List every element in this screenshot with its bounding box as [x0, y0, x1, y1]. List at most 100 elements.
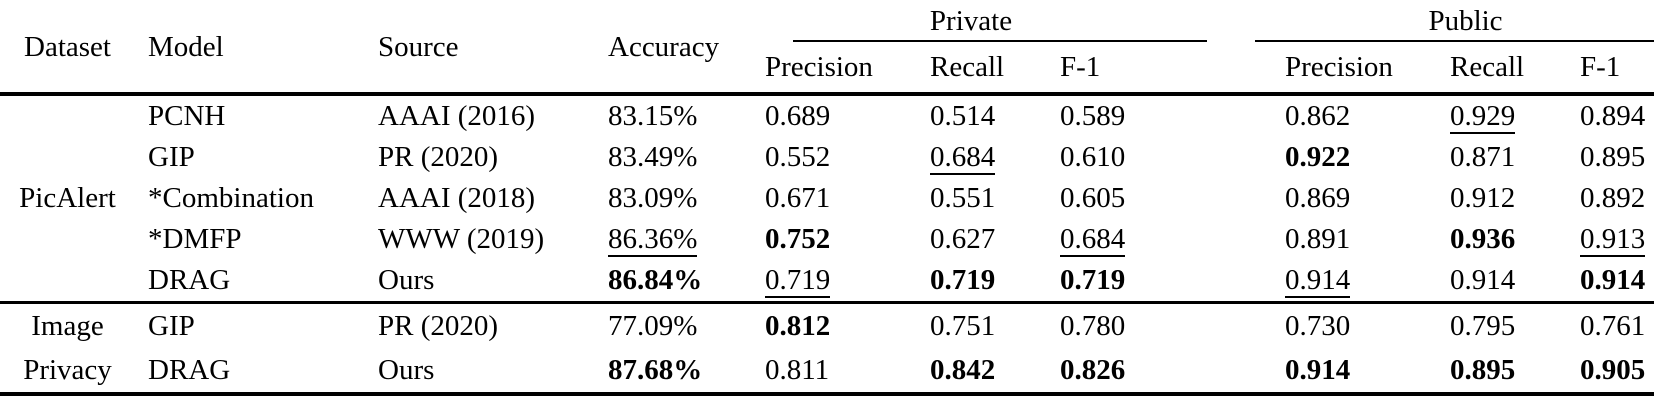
metric-cell-text: 0.552 — [765, 141, 831, 173]
metric-cell: 0.811 — [757, 354, 922, 387]
private-cmidrule — [793, 40, 1207, 42]
table-row: Privacy DRAG Ours 87.68% 0.811 0.842 0.826 0.91… — [0, 348, 1654, 392]
metric-cell-text: 0.671 — [765, 182, 831, 214]
source-cell: Ours — [365, 264, 595, 297]
metric-cell: 0.891 — [1277, 223, 1442, 256]
header-public-f1-label: F-1 — [1580, 50, 1621, 83]
header-rule — [0, 92, 1654, 96]
source-cell-text: AAAI (2018) — [378, 182, 536, 214]
metric-cell-text: 0.627 — [930, 223, 996, 255]
metric-cell-text: 0.589 — [1060, 100, 1126, 132]
source-cell: PR (2020) — [365, 310, 595, 343]
dataset-cell-text: PicAlert — [19, 182, 116, 214]
metric-cell: 0.752 — [757, 223, 922, 256]
metric-cell: 0.826 — [1052, 354, 1185, 387]
metric-cell: 0.912 — [1442, 182, 1572, 215]
model-cell: GIP — [135, 310, 365, 343]
metric-cell: 0.671 — [757, 182, 922, 215]
source-cell-text: Ours — [378, 264, 435, 296]
model-cell-text: GIP — [148, 309, 195, 342]
model-cell-text: *Combination — [148, 182, 314, 214]
table-row: *DMFP WWW (2019) 86.36% 0.752 0.627 0.684 0.89… — [0, 219, 1654, 260]
source-cell: AAAI (2016) — [365, 100, 595, 133]
dataset-cell: Image — [0, 310, 135, 343]
header-accuracy-label: Accuracy — [608, 30, 720, 63]
table-row: GIP PR (2020) 83.49% 0.552 0.684 0.610 0.922 0.… — [0, 137, 1654, 178]
table-body-imageprivacy: Image GIP PR (2020) 77.09% 0.812 0.751 0.780 0.… — [0, 304, 1654, 392]
metric-cell: 0.871 — [1442, 141, 1572, 174]
metric-cell-text: 0.751 — [930, 309, 996, 342]
table-row: DRAG Ours 86.84% 0.719 0.719 0.719 0.914 0.914 0… — [0, 260, 1654, 301]
metric-cell-text: 0.514 — [930, 100, 996, 132]
table-row: PCNH AAAI (2016) 83.15% 0.689 0.514 0.589 0.86… — [0, 96, 1654, 137]
metric-cell: 0.842 — [922, 354, 1052, 387]
accuracy-cell: 86.84% — [595, 264, 757, 297]
source-cell: PR (2020) — [365, 141, 595, 174]
metric-cell: 0.610 — [1052, 141, 1185, 174]
metric-cell: 0.719 — [922, 264, 1052, 297]
header-dataset-label: Dataset — [24, 30, 111, 63]
metric-cell-text: 0.914 — [1580, 264, 1646, 296]
header-public-f1: F-1 — [1572, 51, 1654, 84]
header-private-precision-label: Precision — [765, 50, 873, 83]
metric-cell-text: 0.891 — [1285, 223, 1351, 255]
header-group-private-label: Private — [929, 5, 1013, 37]
accuracy-cell: 83.49% — [595, 141, 757, 174]
header-dataset: Dataset — [0, 31, 135, 64]
header-private-f1: F-1 — [1052, 51, 1185, 84]
metric-cell-text: 0.914 — [1285, 264, 1351, 298]
header-public-precision-label: Precision — [1285, 50, 1393, 83]
metric-cell: 0.869 — [1277, 182, 1442, 215]
metric-cell: 0.780 — [1052, 310, 1185, 343]
table-row: PicAlert *Combination AAAI (2018) 83.09% 0.6… — [0, 178, 1654, 219]
header-private-recall: Recall — [922, 51, 1052, 84]
accuracy-cell-text: 83.09% — [608, 182, 698, 214]
model-cell: PCNH — [135, 100, 365, 133]
metric-cell: 0.914 — [1277, 354, 1442, 387]
metric-cell: 0.914 — [1277, 264, 1442, 298]
metric-cell-text: 0.922 — [1285, 141, 1351, 173]
accuracy-cell: 83.15% — [595, 100, 757, 133]
metric-cell-text: 0.895 — [1450, 353, 1516, 386]
metric-cell-text: 0.869 — [1285, 182, 1351, 214]
model-cell-text: GIP — [148, 141, 195, 173]
bottom-rule — [0, 392, 1654, 396]
accuracy-cell: 77.09% — [595, 310, 757, 343]
header-source-label: Source — [378, 30, 459, 63]
metric-cell: 0.892 — [1572, 182, 1654, 215]
accuracy-cell-text: 83.15% — [608, 100, 698, 132]
source-cell-text: Ours — [378, 353, 435, 386]
model-cell-text: PCNH — [148, 100, 226, 132]
metric-cell: 0.589 — [1052, 100, 1185, 133]
model-cell: *DMFP — [135, 223, 365, 256]
model-cell: DRAG — [135, 264, 365, 297]
metric-cell-text: 0.811 — [765, 353, 830, 386]
metric-cell-text: 0.826 — [1060, 353, 1126, 386]
model-cell: *Combination — [135, 182, 365, 215]
header-group-private: Private — [757, 2, 1207, 42]
metric-cell: 0.914 — [1572, 264, 1654, 297]
metric-cell: 0.684 — [922, 141, 1052, 175]
metric-cell: 0.751 — [922, 310, 1052, 343]
metric-cell-text: 0.871 — [1450, 141, 1516, 173]
model-cell: DRAG — [135, 354, 365, 387]
source-cell-text: PR (2020) — [378, 141, 499, 173]
metric-cell: 0.913 — [1572, 223, 1654, 257]
model-cell-text: DRAG — [148, 353, 231, 386]
metric-cell-text: 0.936 — [1450, 223, 1516, 255]
metric-cell-text: 0.719 — [930, 264, 996, 296]
metric-cell: 0.761 — [1572, 310, 1654, 343]
accuracy-cell-text: 86.84% — [608, 264, 703, 296]
dataset-cell: Privacy — [0, 354, 135, 387]
accuracy-cell: 87.68% — [595, 354, 757, 387]
metric-cell-text: 0.842 — [930, 353, 996, 386]
metric-cell: 0.894 — [1572, 100, 1654, 133]
table-body-picalert: PCNH AAAI (2016) 83.15% 0.689 0.514 0.589 0.86… — [0, 96, 1654, 301]
metric-cell-text: 0.719 — [1060, 264, 1126, 296]
metric-cell-text: 0.929 — [1450, 100, 1516, 134]
header-private-recall-label: Recall — [930, 50, 1005, 83]
accuracy-cell: 86.36% — [595, 223, 757, 257]
metric-cell-text: 0.914 — [1285, 353, 1351, 386]
metric-cell: 0.689 — [757, 100, 922, 133]
